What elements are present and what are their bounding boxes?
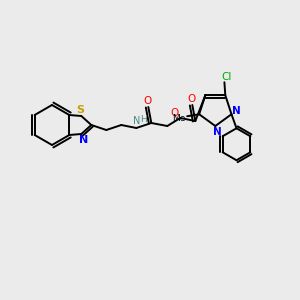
Text: H: H bbox=[140, 115, 147, 124]
Text: Cl: Cl bbox=[222, 72, 232, 82]
Text: N: N bbox=[79, 135, 88, 145]
Text: S: S bbox=[76, 105, 84, 115]
Text: N: N bbox=[213, 127, 222, 137]
Text: N: N bbox=[232, 106, 241, 116]
Text: O: O bbox=[187, 94, 195, 104]
Text: N: N bbox=[133, 116, 140, 126]
Text: O: O bbox=[143, 96, 152, 106]
Text: Me: Me bbox=[172, 114, 186, 123]
Text: O: O bbox=[170, 108, 178, 118]
